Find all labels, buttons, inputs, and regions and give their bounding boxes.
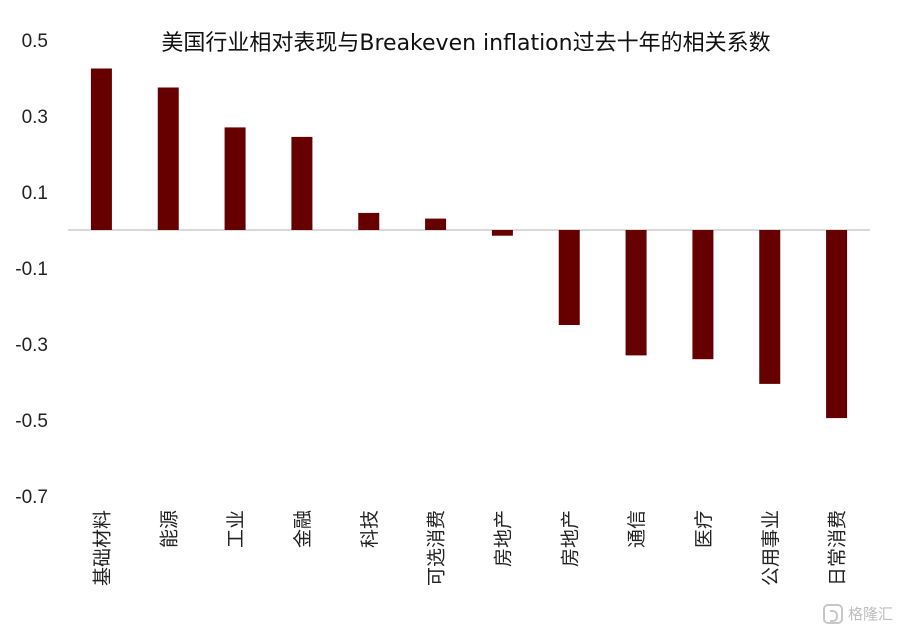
y-tick-label: -0.3 xyxy=(15,335,48,356)
y-tick-label: -0.5 xyxy=(15,411,48,432)
bar xyxy=(692,230,714,360)
bar xyxy=(759,230,781,384)
category-label: 工业 xyxy=(225,510,247,548)
bar xyxy=(425,218,447,230)
watermark: 格隆汇 xyxy=(822,603,893,624)
bar xyxy=(558,230,580,325)
y-axis-ticks: 0.5 0.3 0.1 -0.1 -0.3 -0.5 -0.7 xyxy=(15,31,48,508)
bar xyxy=(826,230,848,419)
watermark-text: 格隆汇 xyxy=(847,605,893,623)
category-label: 基础材料 xyxy=(91,510,113,586)
bar xyxy=(358,212,380,230)
y-tick-label: -0.7 xyxy=(15,487,48,508)
category-label: 可选消费 xyxy=(426,510,448,586)
category-label: 能源 xyxy=(158,510,180,548)
bar xyxy=(491,230,513,236)
bars xyxy=(90,68,848,419)
bar xyxy=(224,127,246,230)
y-tick-label: 0.1 xyxy=(22,183,48,204)
category-label: 房地产 xyxy=(559,510,581,567)
bar xyxy=(625,230,647,356)
bar xyxy=(291,136,313,230)
y-tick-label: 0.5 xyxy=(22,31,48,52)
category-label: 房地产 xyxy=(492,510,514,567)
category-labels: 基础材料 能源 工业 金融 科技 可选消费 房地产 房地产 通信 医疗 公用事业 日常消费 xyxy=(91,510,848,586)
chart-title: 美国行业相对表现与Breakeven inflation过去十年的相关系数 xyxy=(161,31,770,56)
bar xyxy=(157,87,179,230)
bar xyxy=(90,68,112,230)
category-label: 通信 xyxy=(626,510,648,548)
gelonghui-logo-icon xyxy=(822,603,843,624)
category-label: 金融 xyxy=(292,510,314,548)
category-label: 公用事业 xyxy=(760,510,782,586)
y-tick-label: 0.3 xyxy=(22,107,48,128)
y-tick-label: -0.1 xyxy=(15,259,48,280)
category-label: 医疗 xyxy=(693,510,715,548)
category-label: 日常消费 xyxy=(827,510,849,586)
category-label: 科技 xyxy=(359,510,381,548)
